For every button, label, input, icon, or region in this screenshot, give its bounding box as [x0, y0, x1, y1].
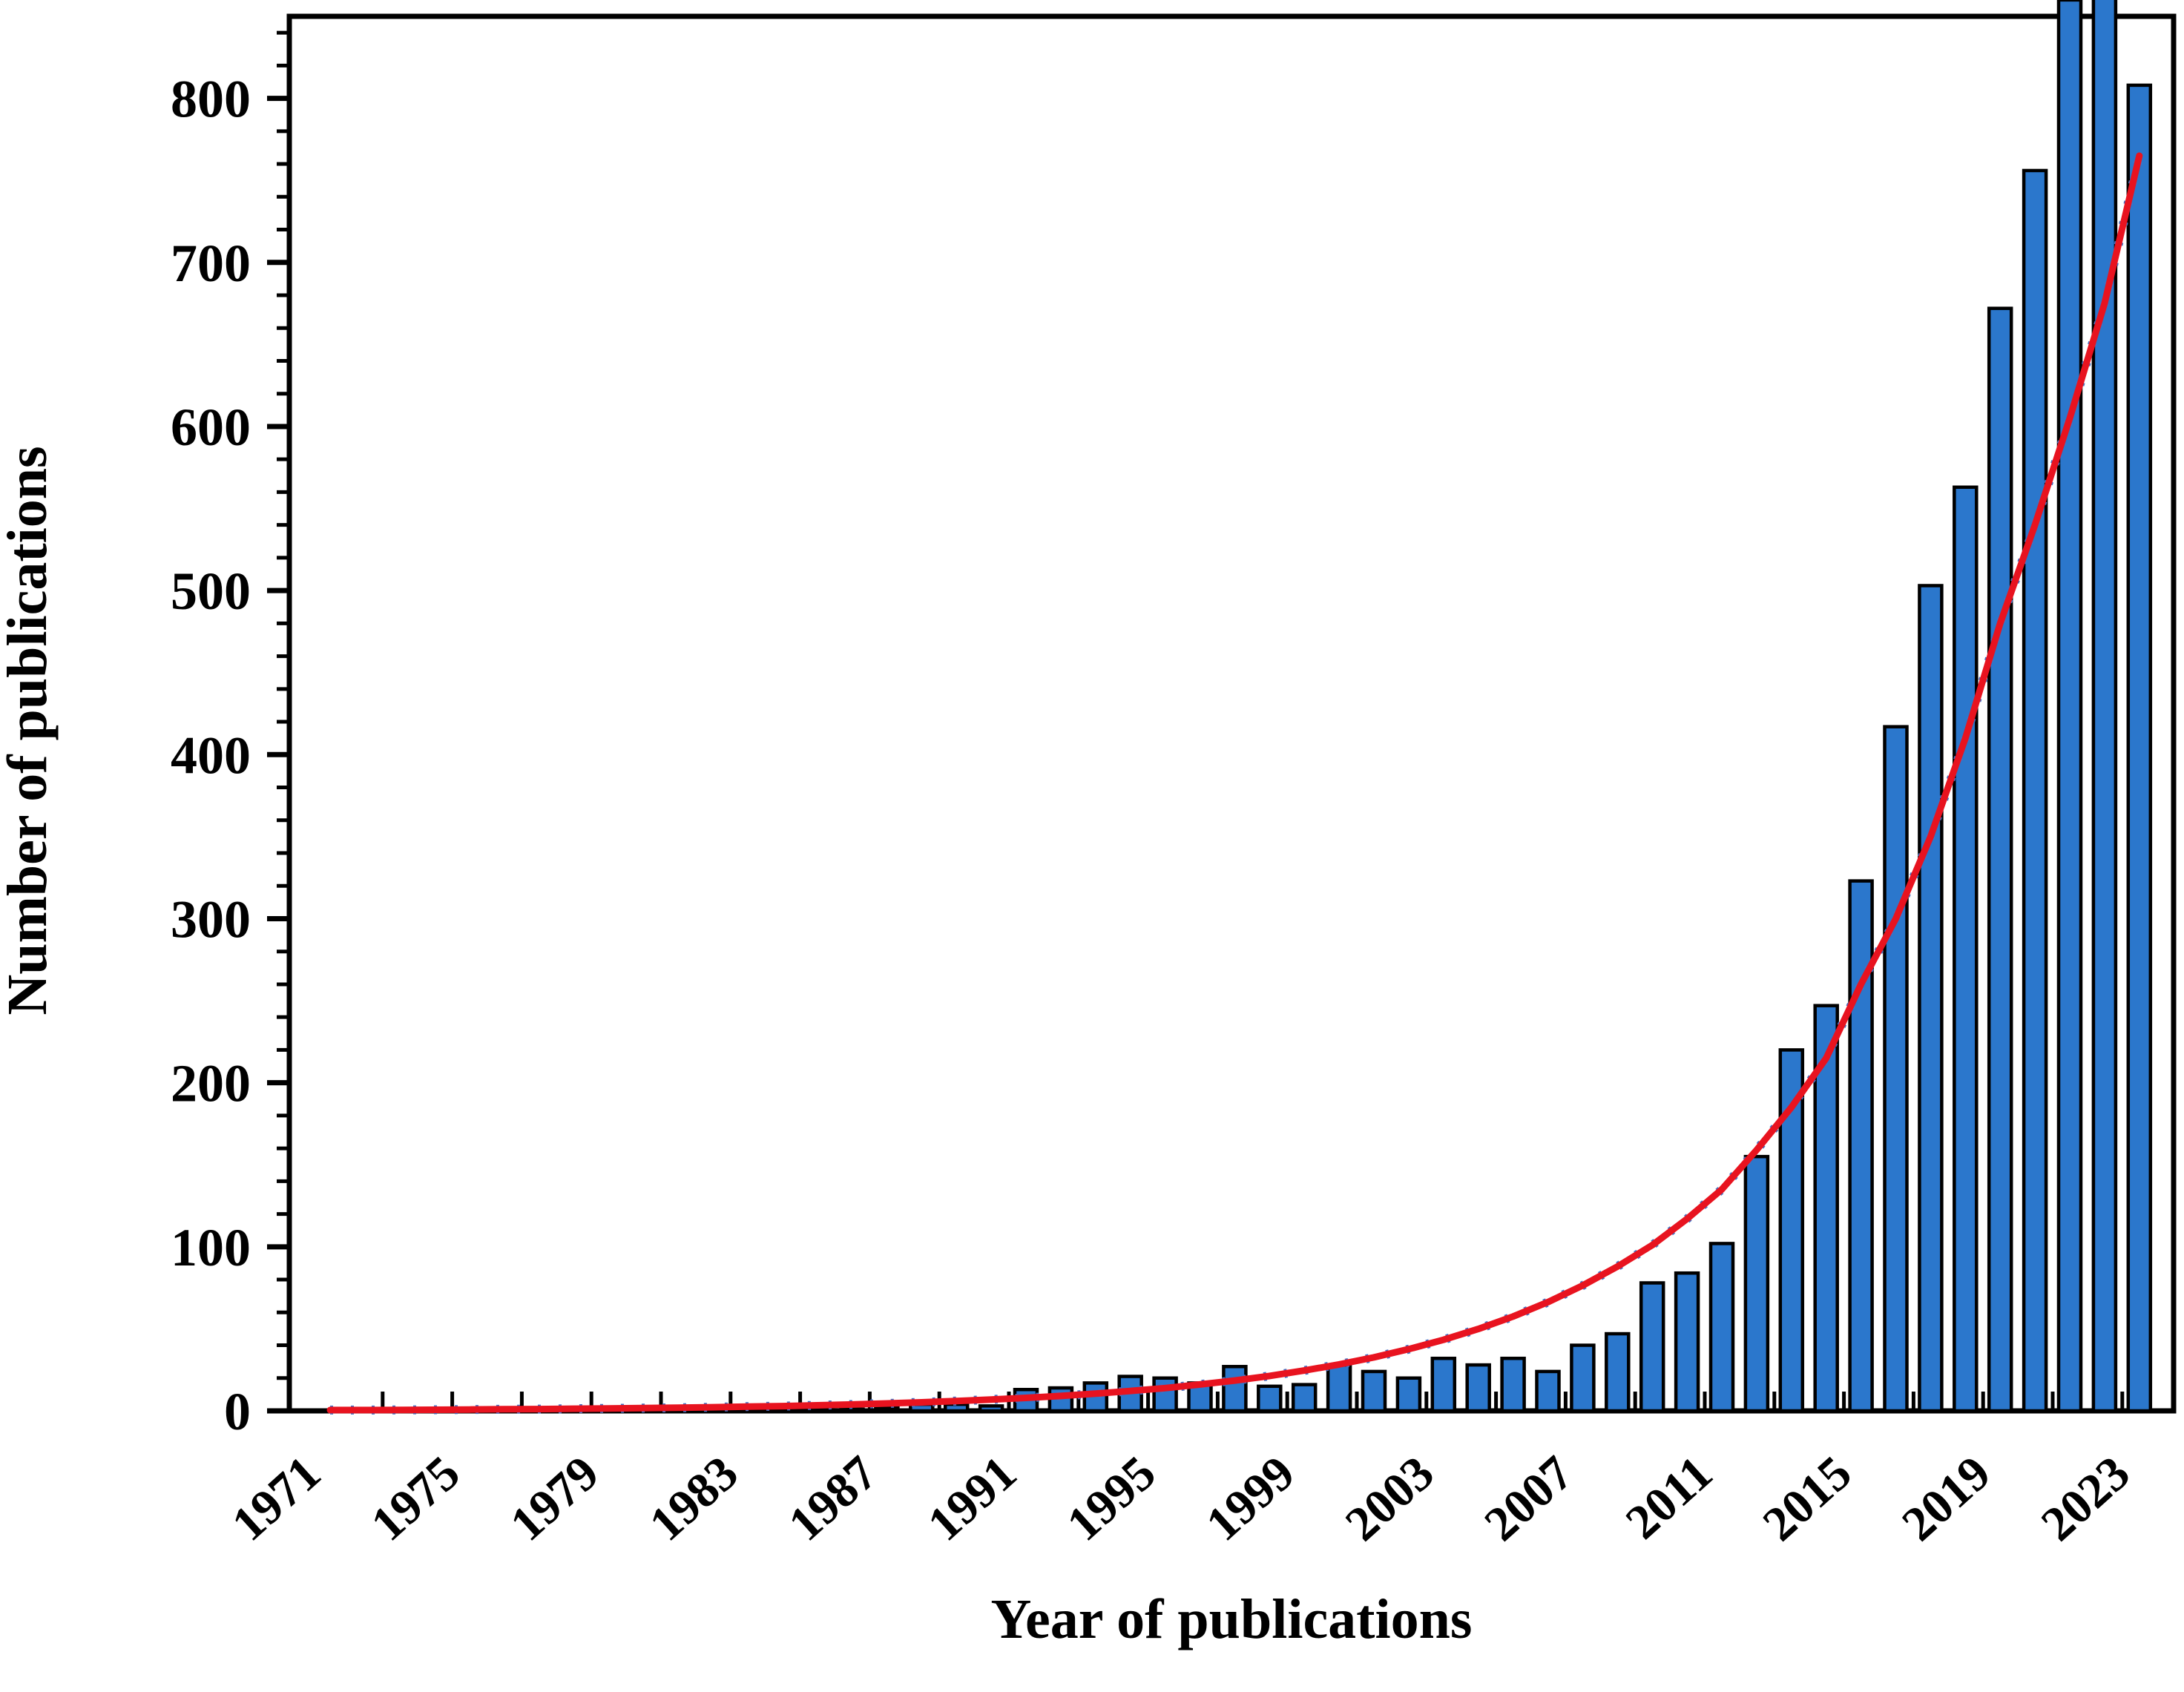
x-tick-label: 2011 — [1616, 1446, 1723, 1550]
bar-2012 — [1743, 1154, 1770, 1413]
bar-2010 — [1674, 1271, 1700, 1413]
bar-1999 — [1291, 1383, 1318, 1413]
x-tick-label: 1975 — [361, 1446, 470, 1552]
bar-2005 — [1500, 1356, 1526, 1413]
x-tick-label: 2023 — [2031, 1446, 2140, 1552]
bar-2000 — [1326, 1363, 1352, 1413]
bar-2001 — [1361, 1369, 1387, 1413]
x-tick-label: 1995 — [1057, 1446, 1166, 1552]
y-tick-label: 400 — [171, 725, 251, 785]
chart-generated-under: 0 100 200 300 400 500 600 700 800 1971 1975 1979 198… — [171, 0, 2177, 1552]
bar-2022 — [2091, 0, 2118, 1413]
y-tick-label: 0 — [224, 1382, 251, 1441]
bar-2008 — [1605, 1331, 1631, 1413]
y-tick-label: 100 — [171, 1218, 251, 1277]
bar-1997 — [1222, 1365, 1248, 1413]
bar-1995 — [1152, 1376, 1178, 1413]
x-tick-label: 2015 — [1753, 1446, 1862, 1552]
bar-2019 — [1987, 306, 2013, 1413]
bar-2009 — [1639, 1281, 1665, 1413]
bar-2011 — [1708, 1242, 1735, 1413]
bar-2023 — [2126, 83, 2153, 1413]
x-tick-label: 1983 — [639, 1446, 749, 1552]
bar-2018 — [1953, 485, 1979, 1413]
bar-2015 — [1848, 879, 1874, 1413]
bar-2016 — [1883, 725, 1909, 1413]
x-tick-label: 1999 — [1196, 1446, 1305, 1552]
bar-2007 — [1570, 1343, 1596, 1413]
x-tick-label: 2019 — [1892, 1446, 2001, 1552]
y-tick-label: 500 — [171, 562, 251, 621]
x-tick-label: 1991 — [918, 1446, 1027, 1552]
x-tick-label: 1971 — [222, 1446, 331, 1552]
bar-1998 — [1257, 1384, 1283, 1413]
bar-2002 — [1395, 1376, 1422, 1413]
y-tick-label: 800 — [171, 70, 251, 129]
bar-1985 — [804, 1407, 830, 1413]
bar-2020 — [2022, 168, 2048, 1413]
y-tick-label: 600 — [171, 398, 251, 457]
x-tick-label: 1979 — [500, 1446, 609, 1552]
x-tick-label: 1987 — [778, 1446, 887, 1552]
y-tick-label: 300 — [171, 889, 251, 949]
x-tick-label: 2003 — [1335, 1446, 1444, 1552]
bar-2004 — [1465, 1363, 1491, 1413]
x-axis-title: Year of publications — [991, 1588, 1473, 1650]
bar-2017 — [1918, 584, 1944, 1413]
x-tick-label: 2007 — [1474, 1446, 1583, 1552]
bar-1986 — [839, 1407, 865, 1413]
bar-2006 — [1535, 1369, 1561, 1413]
bar-1990 — [978, 1404, 1004, 1413]
bar-1987 — [874, 1406, 900, 1413]
bar-2021 — [2056, 0, 2083, 1413]
y-axis-title: Number of publications — [0, 446, 59, 1015]
bar-2003 — [1430, 1356, 1457, 1413]
y-tick-label: 700 — [171, 234, 251, 293]
y-tick-label: 200 — [171, 1054, 251, 1113]
trend-line — [326, 152, 2143, 1414]
bar-1989 — [943, 1402, 970, 1413]
